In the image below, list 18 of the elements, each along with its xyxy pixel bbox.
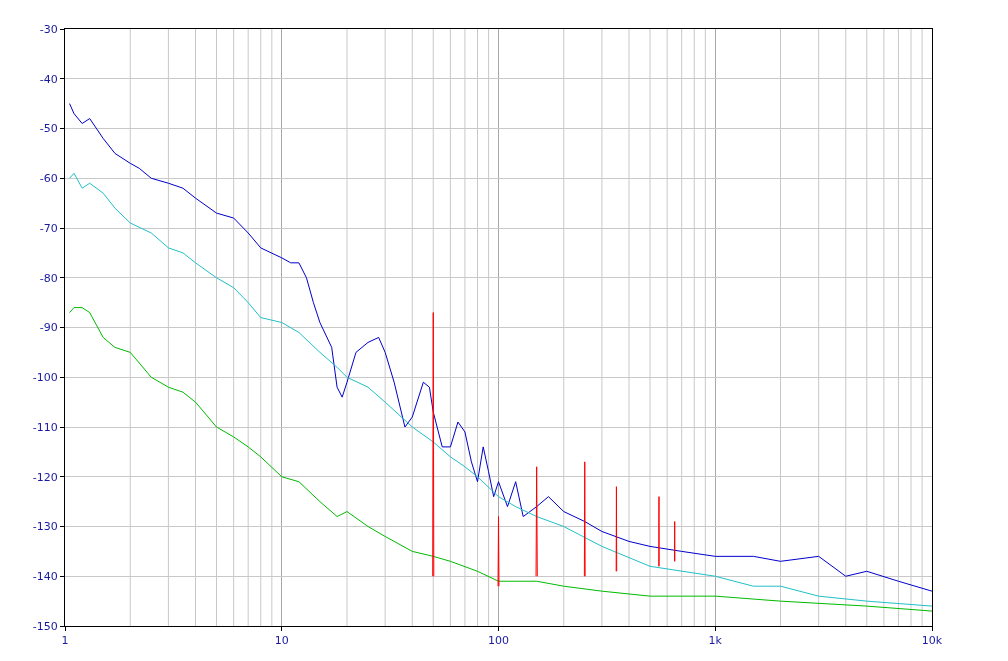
x-tick-label: 10k bbox=[921, 634, 943, 648]
y-tick-label: -60 bbox=[39, 172, 58, 186]
y-tick-label: -150 bbox=[32, 619, 58, 633]
y-tick-label: -90 bbox=[39, 321, 58, 335]
y-tick-label: -130 bbox=[32, 520, 58, 534]
x-tick-label: 100 bbox=[488, 634, 509, 648]
y-tick-label: -100 bbox=[32, 371, 58, 385]
y-tick-label: -50 bbox=[39, 122, 58, 136]
y-tick-label: -140 bbox=[32, 570, 58, 584]
y-tick-label: -70 bbox=[39, 221, 58, 235]
x-tick-label: 10 bbox=[274, 634, 289, 648]
y-tick-label: -40 bbox=[39, 72, 58, 86]
y-tick-label: -80 bbox=[39, 271, 58, 285]
x-tick-label: 1 bbox=[61, 634, 69, 648]
y-tick-label: -120 bbox=[32, 470, 58, 484]
y-tick-label: -30 bbox=[39, 22, 58, 36]
x-tick-label: 1k bbox=[708, 634, 723, 648]
y-tick-label: -110 bbox=[32, 420, 58, 434]
